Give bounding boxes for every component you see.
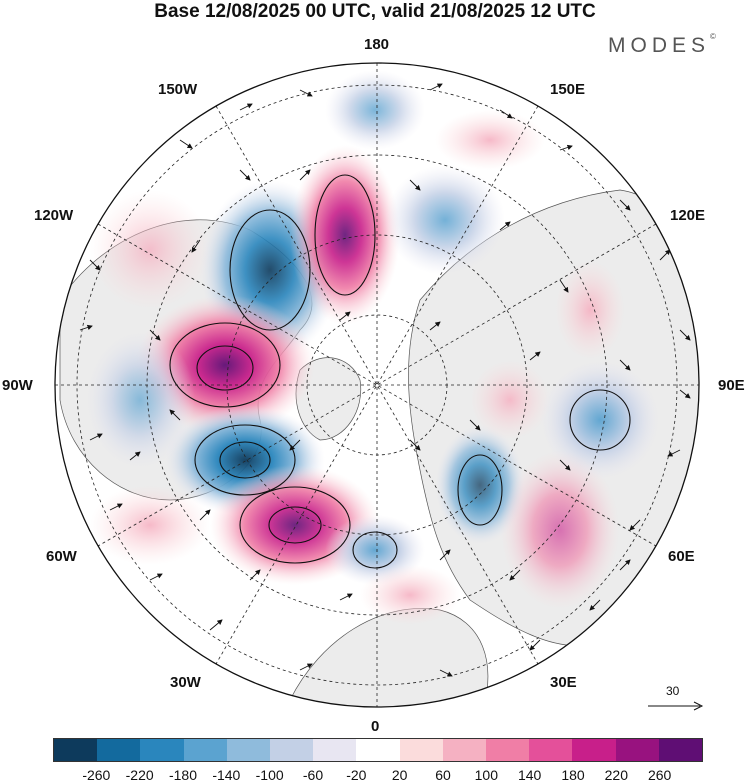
wind-scale-label: 30 bbox=[666, 684, 680, 698]
anomaly-positive-chukchi bbox=[290, 145, 400, 325]
lon-label-90e: 90E bbox=[718, 377, 745, 394]
colorbar-segment bbox=[442, 739, 487, 761]
colorbar-tick-label: -180 bbox=[168, 767, 198, 783]
brand-mark: © bbox=[710, 32, 716, 41]
colorbar-segment bbox=[572, 739, 616, 761]
colorbar-tick-label: 100 bbox=[474, 767, 499, 783]
colorbar-tick-label: -20 bbox=[346, 767, 367, 783]
colorbar-segment bbox=[183, 739, 227, 761]
lon-label-150e: 150E bbox=[550, 81, 586, 98]
anomaly-positive-ne bbox=[555, 260, 625, 360]
anomaly-negative-siberia bbox=[540, 360, 660, 480]
colorbar-segment bbox=[140, 739, 184, 761]
colorbar-tick-label: 140 bbox=[517, 767, 542, 783]
contour-lines bbox=[169, 174, 631, 569]
colorbar-segment bbox=[486, 739, 530, 761]
colorbar bbox=[53, 738, 703, 762]
lon-label-180: 180 bbox=[364, 36, 390, 53]
colorbar-tick-label: -260 bbox=[82, 767, 111, 783]
colorbar-tick-label: 20 bbox=[391, 767, 408, 783]
colorbar-segment bbox=[270, 739, 314, 761]
anomaly-field bbox=[85, 70, 660, 625]
colorbar-tick-label: -220 bbox=[125, 767, 154, 783]
colorbar-tick-label: -60 bbox=[302, 767, 324, 783]
colorbar-segment bbox=[615, 739, 659, 761]
anomaly-positive-nw bbox=[90, 190, 210, 310]
anomaly-negative-pacific bbox=[325, 70, 425, 150]
anomaly-negative-west bbox=[85, 330, 195, 470]
colorbar-segment bbox=[54, 739, 98, 761]
colorbar-segment bbox=[313, 739, 357, 761]
colorbar-segment bbox=[399, 739, 443, 761]
lon-label-90w: 90W bbox=[2, 377, 33, 394]
graticule bbox=[55, 63, 699, 707]
wind-vectors bbox=[79, 83, 691, 677]
lon-label-60w: 60W bbox=[46, 548, 77, 565]
map-boundary bbox=[54, 62, 700, 708]
colorbar-tick-label: 60 bbox=[435, 767, 451, 783]
brand-logo: MODES© bbox=[608, 32, 716, 58]
polar-map bbox=[54, 62, 700, 708]
anomaly-positive-pacific bbox=[435, 110, 545, 170]
colorbar-tick-label: -140 bbox=[212, 767, 241, 783]
brand-name: MODES bbox=[608, 34, 711, 57]
anomaly-positive-ural bbox=[500, 450, 620, 610]
colorbar-tick-label: 180 bbox=[561, 767, 585, 783]
colorbar-tick-label: 220 bbox=[604, 767, 629, 783]
colorbar-segment bbox=[226, 739, 271, 761]
anomaly-positive-russia bbox=[470, 360, 550, 440]
lon-label-120w: 120W bbox=[34, 207, 74, 224]
colorbar-tick-label: -100 bbox=[255, 767, 284, 783]
anomaly-positive-westatl bbox=[90, 485, 210, 565]
colorbar-segment bbox=[97, 739, 141, 761]
anomaly-negative-eastsib bbox=[385, 165, 505, 275]
colorbar-segment bbox=[356, 739, 400, 761]
lon-label-0: 0 bbox=[371, 718, 380, 735]
lon-label-60e: 60E bbox=[668, 548, 695, 565]
anomaly-positive-europe bbox=[360, 565, 460, 625]
wind-scale-arrow bbox=[648, 701, 704, 711]
lon-label-30e: 30E bbox=[550, 674, 577, 691]
colorbar-tick-label: 260 bbox=[647, 767, 672, 783]
lon-label-120e: 120E bbox=[670, 207, 706, 224]
chart-title: Base 12/08/2025 00 UTC, valid 21/08/2025… bbox=[154, 1, 596, 22]
colorbar-segment bbox=[658, 739, 703, 761]
colorbar-segment bbox=[529, 739, 573, 761]
lon-label-30w: 30W bbox=[170, 674, 201, 691]
lon-label-150w: 150W bbox=[158, 81, 198, 98]
